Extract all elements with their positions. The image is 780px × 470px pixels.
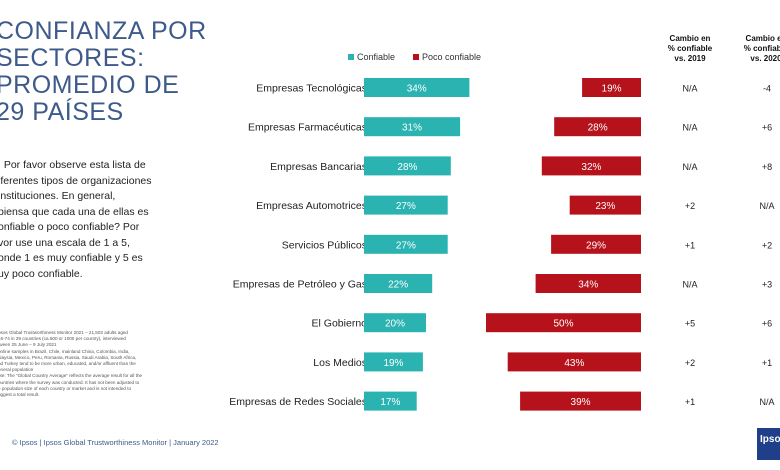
category-label: Empresas Tecnológicas [256,83,367,95]
bar-untrusted-label: 43% [564,358,584,369]
bar-untrusted-label: 50% [553,319,573,330]
bar-trusted-label: 27% [396,240,416,251]
change-2019-value: N/A [682,84,697,94]
bar-untrusted [554,117,641,137]
legend-untrusted-label: Poco confiable [422,52,482,62]
footnote: psos Global Trustworthiness Monitor 2021… [0,330,143,398]
bar-untrusted-label: 19% [602,84,622,95]
bar-untrusted-label: 29% [586,240,606,251]
bar-untrusted [582,78,641,97]
change-2019-value: +2 [685,201,695,211]
change-2019-value: N/A [682,162,697,172]
bar-trusted [364,234,448,254]
column-header-change-2020: Cambio en % confiable vs. 2020 [743,34,780,63]
change-2019-value: +2 [685,358,695,368]
change-2019-value: +1 [685,397,695,407]
footer-credit: © Ipsos | Ipsos Global Trustworthiness M… [12,438,219,447]
ipsos-logo: Ipsos [757,428,780,460]
bar-trusted-label: 28% [397,162,417,173]
bar-trusted [364,352,423,372]
bar-trusted [364,313,426,333]
bar-trusted-label: 17% [380,397,400,408]
category-label: Servicios Públicos [282,239,367,251]
bar-trusted-label: 34% [407,84,427,95]
change-2020-value: +6 [762,319,772,329]
bar-trusted-label: 27% [396,201,416,212]
survey-question: . Por favor observe esta lista de iferen… [0,159,152,280]
bar-untrusted [486,313,641,333]
category-label: Empresas de Redes Sociales [229,396,367,408]
bar-untrusted [535,274,641,293]
bar-trusted [364,78,470,97]
change-2020-value: +1 [762,358,772,368]
category-label: Empresas Bancarias [270,161,367,173]
change-2020-value: +2 [762,240,772,250]
category-label: El Gobierno [312,318,368,330]
bar-trusted [364,391,417,411]
bar-trusted-label: 22% [388,280,408,291]
bar-trusted [364,117,461,137]
category-label: Empresas de Petróleo y Gas [233,279,367,291]
bar-trusted [364,156,451,176]
change-2020-value: +8 [762,162,772,172]
bar-trusted [364,195,448,215]
category-label: Empresas Farmacéuticas [248,122,367,134]
bar-untrusted [520,391,641,411]
bar-trusted-label: 31% [402,123,422,134]
bar-trusted-label: 20% [385,319,405,330]
page-title: CONFIANZA POR SECTORES: PROMEDIO DE 29 P… [0,17,207,126]
change-2019-value: +1 [685,240,695,250]
category-label: Los Medios [313,357,367,369]
legend-untrusted-swatch [413,54,419,60]
legend-untrusted: Poco confiable [413,52,481,62]
change-2020-value: +3 [762,280,772,290]
bar-untrusted [569,195,641,215]
bar-trusted [364,274,433,293]
change-2020-value: +6 [762,123,772,133]
bar-trusted-label: 19% [383,358,403,369]
bar-untrusted [551,234,641,254]
bar-untrusted-label: 28% [588,123,608,134]
change-2020-value: N/A [759,397,774,407]
change-2020-value: -4 [763,84,771,94]
bar-untrusted [507,352,641,372]
legend-trusted-label: Confiable [357,52,396,62]
change-2020-value: N/A [759,201,774,211]
legend-trusted: Confiable [348,52,395,62]
bar-untrusted-label: 34% [578,280,598,291]
category-label: Empresas Automotrices [256,200,367,212]
change-2019-value: N/A [682,123,697,133]
bar-untrusted-label: 39% [571,397,591,408]
legend-trusted-swatch [348,54,354,60]
column-header-change-2019: Cambio en % confiable vs. 2019 [667,34,713,63]
change-2019-value: +5 [685,319,695,329]
bar-untrusted [541,156,641,176]
bar-untrusted-label: 23% [595,201,615,212]
change-2019-value: N/A [682,280,697,290]
bar-untrusted-label: 32% [581,162,601,173]
